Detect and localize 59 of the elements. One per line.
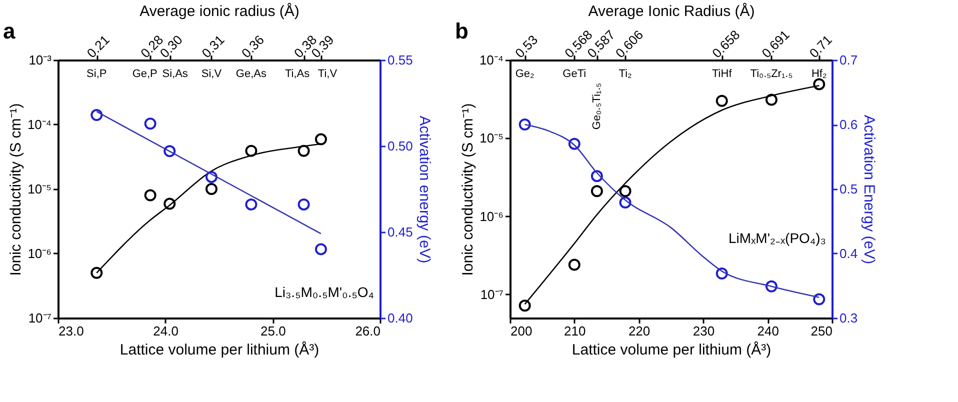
y2-tick-label: 0.7 <box>840 52 858 68</box>
x2-axis-title: Average Ionic Radius (Å) <box>588 2 755 20</box>
annotation: 0.71 <box>806 32 835 61</box>
y-tick-label: 10⁻³ <box>28 52 52 68</box>
x2-axis-title: Average ionic radius (Å) <box>140 2 300 20</box>
x-tick-label: 24.0 <box>153 324 178 338</box>
x-tick-label: 250 <box>810 324 832 338</box>
y-tick-label: 10⁻⁶ <box>28 246 52 261</box>
y2-axis-title: Activation Energy (eV) <box>860 114 878 264</box>
annotation: Ti₂ <box>618 68 632 80</box>
y-tick-label: 10⁻⁴ <box>479 52 504 68</box>
y2-tick-label: 0.4 <box>840 246 858 261</box>
annotation: Hf₂ <box>811 68 827 80</box>
x-tick-label: 25.0 <box>260 324 286 338</box>
y-axis-title: Ionic conductivity (S cm⁻¹) <box>7 103 24 276</box>
x-tick-label: 210 <box>564 324 586 338</box>
x-tick-label: 220 <box>628 324 650 338</box>
x-tick-label: 240 <box>757 324 779 338</box>
annotation: Ti,V <box>318 68 338 80</box>
annotation: Ge₂ <box>515 68 534 80</box>
y2-tick-label: 0.45 <box>388 224 413 240</box>
annotation: 0.31 <box>198 32 228 61</box>
annotation: Ge,P <box>132 68 158 80</box>
y-tick-label: 10⁻⁷ <box>28 310 52 326</box>
x-tick-label: 230 <box>692 324 715 338</box>
x-axis-title: Lattice volume per lithium (Å³) <box>572 340 772 358</box>
annotation: Ge,As <box>236 68 267 80</box>
y-tick-label: 10⁻⁴ <box>27 117 52 132</box>
annotation: Ge₀.₅Ti₁.₅ <box>590 82 603 130</box>
chart-title: a <box>3 18 16 44</box>
x-tick-label: 26.0 <box>355 324 380 338</box>
y2-tick-label: 0.50 <box>388 138 413 154</box>
x-tick-label: 23.0 <box>58 324 84 338</box>
annotation: LiMₓM'₂₋ₓ(PO₄)₃ <box>728 230 826 246</box>
y-axis-title: Ionic conductivity (S cm⁻¹) <box>459 103 476 276</box>
x-axis-title: Lattice volume per lithium (Å³) <box>120 340 320 358</box>
annotation: Si,P <box>86 68 107 80</box>
chart-title: b <box>455 18 468 44</box>
y-tick-label: 10⁻⁵ <box>480 130 504 146</box>
annotation: GeTi <box>562 68 586 80</box>
annotation: Si,As <box>162 68 188 80</box>
y-tick-label: 10⁻⁷ <box>480 286 504 302</box>
y-tick-label: 10⁻⁶ <box>480 208 504 224</box>
annotation: 0.36 <box>238 32 267 61</box>
y2-tick-label: 0.55 <box>388 52 413 68</box>
annotation: Si,V <box>201 68 222 80</box>
y2-tick-label: 0.3 <box>840 310 858 326</box>
y2-axis-title: Activation energy (eV) <box>416 116 433 264</box>
y-tick-label: 10⁻⁵ <box>28 182 52 196</box>
y2-tick-label: 0.6 <box>840 117 858 132</box>
annotation: Ti,As <box>284 68 310 80</box>
annotation: 0.53 <box>512 32 541 61</box>
annotation: TiHf <box>712 68 733 80</box>
annotation: Li₃.₅M₀.₅M'₀.₅O₄ <box>274 284 374 300</box>
annotation: 0.21 <box>84 32 112 61</box>
x-tick-label: 200 <box>510 324 532 338</box>
annotation: Ti₀.₅Zr₁.₅ <box>750 68 793 80</box>
y2-tick-label: 0.5 <box>840 182 858 196</box>
y2-tick-label: 0.40 <box>388 310 413 326</box>
